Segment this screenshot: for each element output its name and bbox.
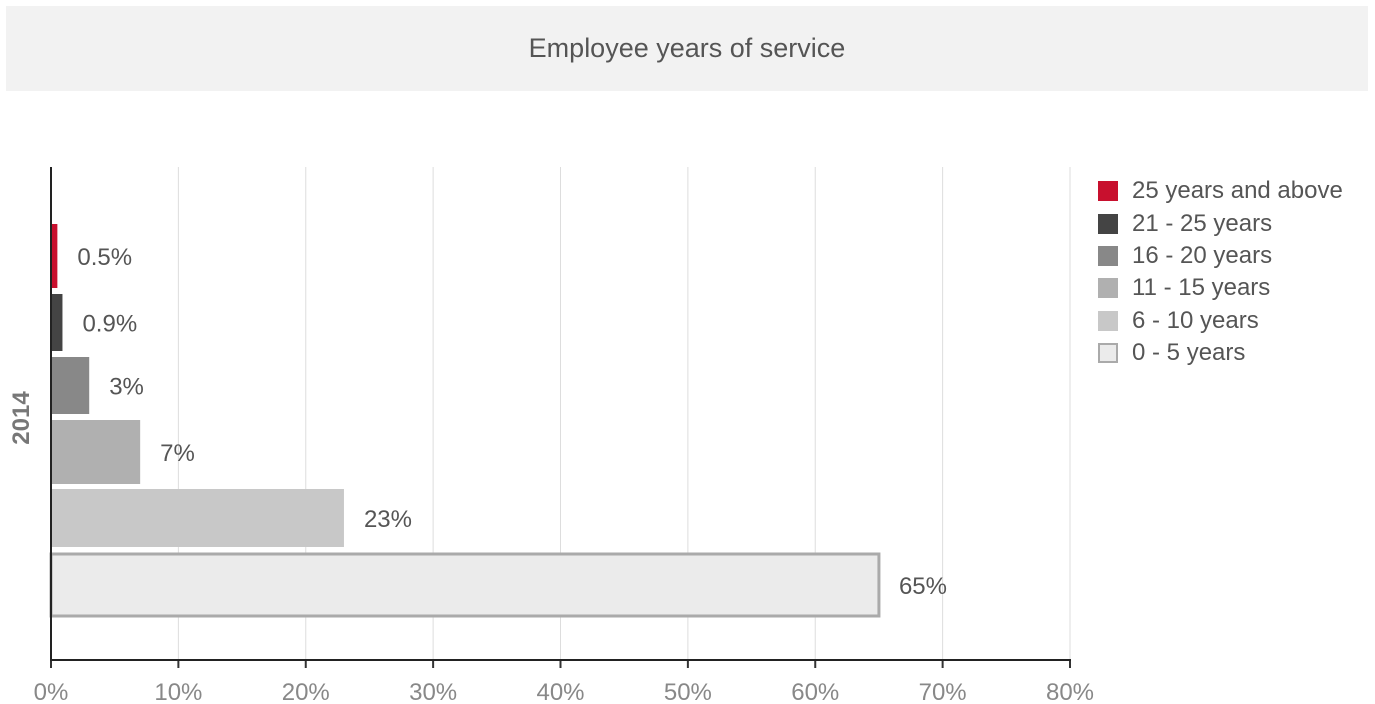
category-label: 2014	[8, 391, 35, 445]
x-tick-label: 0%	[34, 679, 69, 704]
data-label: 65%	[899, 573, 947, 600]
legend-item: 25 years and above	[1098, 175, 1343, 207]
legend-item: 6 - 10 years	[1098, 305, 1343, 337]
legend-item: 21 - 25 years	[1098, 207, 1343, 239]
bar	[51, 294, 63, 351]
legend-swatch	[1098, 181, 1118, 202]
data-label: 23%	[364, 506, 412, 533]
data-label: 0.5%	[77, 244, 132, 271]
chart-title-bar: Employee years of service	[6, 6, 1368, 91]
legend-swatch	[1098, 343, 1118, 364]
x-tick-label: 40%	[536, 679, 584, 704]
x-tick-label: 80%	[1046, 679, 1094, 704]
x-tick-label: 70%	[919, 679, 967, 704]
legend-item: 0 - 5 years	[1098, 337, 1343, 369]
legend-swatch	[1098, 213, 1118, 234]
legend-label: 16 - 20 years	[1132, 241, 1273, 269]
legend-item: 11 - 15 years	[1098, 272, 1343, 304]
legend: 25 years and above 21 - 25 years 16 - 20 y…	[1098, 175, 1343, 369]
x-tick-label: 60%	[791, 679, 839, 704]
bar	[51, 357, 90, 414]
legend-label: 25 years and above	[1132, 177, 1343, 205]
x-tick-label: 20%	[282, 679, 330, 704]
data-label: 3%	[109, 374, 144, 401]
legend-label: 6 - 10 years	[1132, 306, 1259, 334]
x-tick-label: 10%	[154, 679, 202, 704]
bar	[51, 420, 141, 484]
legend-swatch	[1098, 310, 1118, 331]
bar	[51, 489, 344, 547]
legend-label: 0 - 5 years	[1132, 339, 1246, 367]
chart-title: Employee years of service	[528, 33, 846, 63]
legend-label: 11 - 15 years	[1132, 274, 1271, 302]
x-tick-label: 30%	[409, 679, 457, 704]
legend-swatch	[1098, 278, 1118, 299]
data-label: 7%	[160, 440, 195, 467]
x-tick-label: 50%	[664, 679, 712, 704]
data-label: 0.9%	[82, 311, 137, 338]
bar	[49, 552, 881, 618]
bar	[51, 224, 58, 288]
legend-item: 16 - 20 years	[1098, 240, 1343, 272]
legend-label: 21 - 25 years	[1132, 209, 1273, 237]
legend-swatch	[1098, 245, 1118, 266]
